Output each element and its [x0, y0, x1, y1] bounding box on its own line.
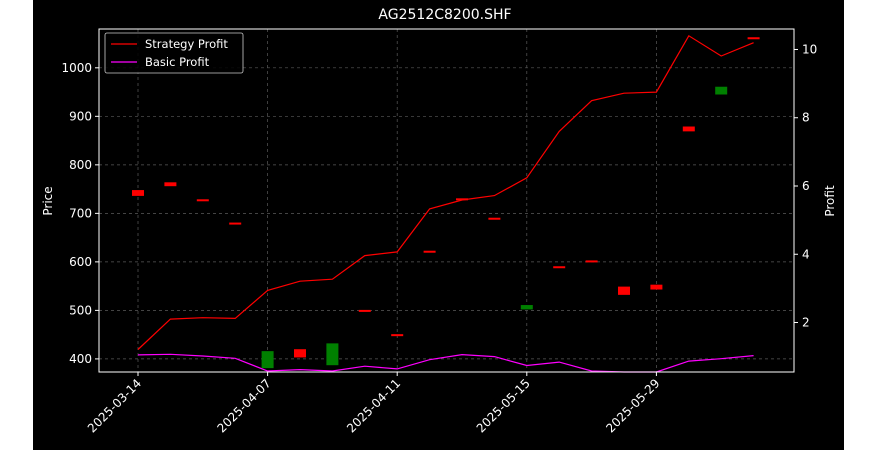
- candle: [682, 126, 695, 132]
- legend: Strategy Profit Basic Profit: [104, 32, 244, 74]
- x-tick-label: 2025-03-14: [85, 376, 144, 435]
- y2-tick-label: 10: [802, 42, 817, 56]
- strategy-profit-line: [137, 34, 754, 350]
- y2-tick-label: 4: [802, 247, 810, 261]
- candle: [650, 284, 663, 290]
- candle: [553, 266, 566, 269]
- candle: [391, 334, 404, 337]
- y-tick-label: 1000: [61, 61, 92, 75]
- candle: [229, 222, 242, 225]
- candle: [326, 343, 339, 366]
- y2-tick-label: 2: [802, 316, 810, 330]
- y-tick-label: 400: [69, 352, 92, 366]
- candle: [196, 199, 209, 202]
- legend-strategy-label: Strategy Profit: [145, 37, 228, 51]
- candle: [488, 217, 501, 220]
- y-tick-label: 900: [69, 109, 92, 123]
- plot-frame: [98, 28, 795, 373]
- y2-axis-label: Profit: [823, 185, 837, 217]
- x-tick-label: 2025-04-07: [215, 376, 274, 435]
- legend-basic-label: Basic Profit: [145, 55, 210, 69]
- x-tick-label: 2025-04-11: [344, 376, 403, 435]
- y-tick-label: 500: [69, 303, 92, 317]
- y-axis-label: Price: [41, 186, 55, 215]
- legend-box: [104, 32, 244, 74]
- chart-figure: AG2512C8200.SHF Price Profit 400 500 600 70…: [33, 0, 844, 450]
- candle: [164, 182, 177, 187]
- candle: [294, 349, 306, 358]
- candle: [618, 286, 630, 295]
- x-tick-label: 2025-05-29: [603, 376, 662, 435]
- candle: [747, 37, 760, 40]
- candle: [456, 198, 468, 201]
- candle: [715, 86, 728, 95]
- y2-tick-label: 8: [802, 111, 810, 125]
- y-tick-label: 800: [69, 158, 92, 172]
- y-tick-label: 600: [69, 255, 92, 269]
- chart-canvas: AG2512C8200.SHF Price Profit 400 500 600 70…: [41, 7, 837, 435]
- candle: [132, 190, 144, 196]
- y2-tick-label: 6: [802, 179, 810, 193]
- basic-profit-line: [137, 353, 754, 373]
- y-tick-label: 700: [69, 206, 92, 220]
- x-tick-label: 2025-05-15: [474, 376, 533, 435]
- candle: [423, 250, 436, 253]
- chart-title: AG2512C8200.SHF: [378, 7, 511, 23]
- candle: [585, 260, 598, 263]
- candle: [358, 309, 371, 312]
- candle: [520, 305, 533, 310]
- candle: [261, 351, 274, 369]
